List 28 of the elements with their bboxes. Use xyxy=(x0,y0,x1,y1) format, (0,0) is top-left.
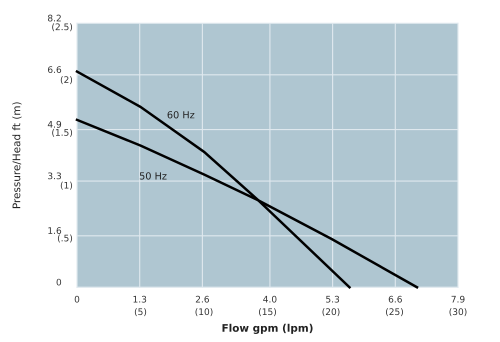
x2-tick-label: (5) xyxy=(134,308,146,316)
x2-tick-label: (30) xyxy=(450,308,466,316)
y2-tick-label: (.5) xyxy=(58,234,72,243)
y-tick-label: 0 xyxy=(56,278,62,286)
x-tick-label: 4.0 xyxy=(263,296,276,303)
x-tick-label: 7.9 xyxy=(452,296,465,303)
x2-tick-label: (15) xyxy=(259,308,276,316)
y2-tick-label: (2.5) xyxy=(52,23,72,32)
x-tick-label: 2.6 xyxy=(196,296,210,303)
y-tick-label: 1.6 xyxy=(48,227,62,234)
x2-tick-label: (25) xyxy=(386,308,403,316)
y-tick-label: 3.3 xyxy=(48,172,61,180)
y2-tick-label: (1.5) xyxy=(52,128,72,137)
series-label: 60 Hz xyxy=(168,111,194,118)
x2-tick-label: (10) xyxy=(196,308,212,316)
x-tick-label: 0 xyxy=(74,296,80,303)
x-tick-label: 6.6 xyxy=(388,296,402,303)
y-tick-label: 4.9 xyxy=(48,120,62,128)
y-tick-label: 8.2 xyxy=(48,14,61,22)
y2-tick-label: (1) xyxy=(60,182,72,190)
x-axis-title: Flow gpm (lpm) xyxy=(222,324,313,334)
series-label: 50 Hz xyxy=(140,172,167,180)
y2-tick-label: (2) xyxy=(60,76,72,84)
y-axis-title: Pressure/Head ft (m) xyxy=(12,102,22,208)
x-tick-label: 1.3 xyxy=(134,296,146,303)
y-tick-label: 6.6 xyxy=(48,66,62,74)
x-tick-label: 5.3 xyxy=(326,296,340,303)
x2-tick-label: (20) xyxy=(322,308,340,316)
